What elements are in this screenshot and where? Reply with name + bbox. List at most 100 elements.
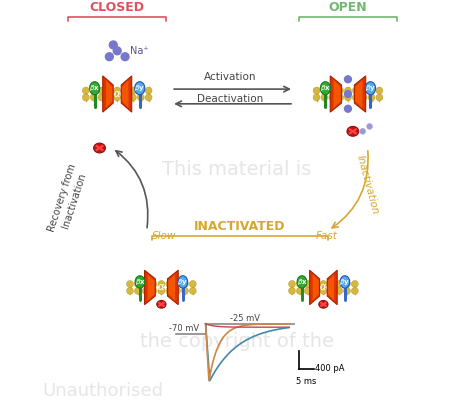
Ellipse shape — [94, 143, 105, 153]
Circle shape — [127, 287, 133, 294]
Circle shape — [336, 281, 343, 287]
Ellipse shape — [319, 300, 328, 308]
Text: OPEN: OPEN — [328, 2, 367, 14]
Circle shape — [289, 281, 295, 287]
Circle shape — [166, 287, 173, 294]
Circle shape — [321, 94, 328, 101]
Circle shape — [114, 87, 121, 94]
Circle shape — [82, 94, 89, 101]
Circle shape — [158, 281, 165, 287]
Circle shape — [190, 287, 196, 294]
Text: $\beta$x: $\beta$x — [320, 83, 331, 93]
Circle shape — [105, 53, 113, 60]
Text: -70 mV: -70 mV — [169, 324, 199, 333]
Polygon shape — [121, 76, 132, 112]
Circle shape — [182, 281, 188, 287]
Circle shape — [145, 94, 152, 101]
Circle shape — [345, 87, 351, 94]
Circle shape — [352, 87, 359, 94]
Circle shape — [376, 87, 383, 94]
Text: the copyright of the: the copyright of the — [140, 332, 334, 351]
Circle shape — [90, 94, 97, 101]
Circle shape — [304, 281, 311, 287]
Text: Na⁺: Na⁺ — [130, 46, 149, 56]
Text: CLOSED: CLOSED — [90, 2, 145, 14]
Circle shape — [142, 287, 149, 294]
Circle shape — [122, 87, 128, 94]
Circle shape — [344, 281, 350, 287]
Polygon shape — [328, 274, 334, 301]
Polygon shape — [355, 76, 365, 112]
Text: $\beta$x: $\beta$x — [297, 277, 308, 287]
Circle shape — [345, 91, 351, 97]
Text: Activation: Activation — [204, 72, 256, 82]
Circle shape — [313, 87, 320, 94]
Circle shape — [106, 87, 113, 94]
Circle shape — [173, 281, 181, 287]
Circle shape — [345, 94, 351, 101]
Text: -25 mV: -25 mV — [230, 314, 260, 323]
Ellipse shape — [297, 276, 307, 288]
Text: This material is: This material is — [162, 160, 312, 179]
Text: Slow: Slow — [152, 231, 176, 241]
Text: $\alpha$: $\alpha$ — [157, 282, 165, 292]
Text: $\alpha$: $\alpha$ — [319, 282, 328, 292]
Text: Inactivation: Inactivation — [355, 153, 380, 215]
Circle shape — [114, 94, 121, 101]
Circle shape — [135, 287, 141, 294]
Polygon shape — [330, 76, 341, 112]
Ellipse shape — [135, 276, 145, 288]
Circle shape — [113, 47, 121, 55]
Circle shape — [368, 94, 375, 101]
Circle shape — [312, 281, 319, 287]
Polygon shape — [168, 274, 175, 301]
Circle shape — [312, 287, 319, 294]
Circle shape — [304, 287, 311, 294]
Text: Unauthorised: Unauthorised — [42, 381, 163, 399]
Polygon shape — [167, 270, 178, 304]
Circle shape — [121, 53, 129, 60]
Circle shape — [150, 287, 157, 294]
Circle shape — [106, 94, 113, 101]
Text: $\alpha$: $\alpha$ — [344, 89, 352, 99]
Circle shape — [345, 76, 351, 83]
Text: Deactivation: Deactivation — [197, 94, 263, 104]
Circle shape — [182, 287, 188, 294]
Circle shape — [90, 87, 97, 94]
Circle shape — [320, 281, 327, 287]
Circle shape — [289, 287, 295, 294]
Circle shape — [296, 287, 303, 294]
Circle shape — [351, 281, 358, 287]
Text: 5 ms: 5 ms — [296, 377, 316, 386]
Circle shape — [135, 281, 141, 287]
Circle shape — [352, 94, 359, 101]
Polygon shape — [103, 76, 113, 112]
Polygon shape — [310, 270, 319, 304]
Circle shape — [328, 287, 335, 294]
Text: $\beta$x: $\beta$x — [135, 277, 146, 287]
Ellipse shape — [157, 300, 166, 308]
Text: INACTIVATED: INACTIVATED — [194, 220, 286, 234]
Text: $\beta$y: $\beta$y — [134, 83, 145, 93]
Circle shape — [129, 94, 137, 101]
Polygon shape — [122, 80, 128, 108]
Circle shape — [351, 287, 358, 294]
Circle shape — [329, 87, 336, 94]
Circle shape — [329, 94, 336, 101]
Text: $\beta$y: $\beta$y — [365, 83, 376, 93]
Text: 400 pA: 400 pA — [315, 365, 344, 373]
Circle shape — [337, 87, 344, 94]
Polygon shape — [327, 270, 337, 304]
Ellipse shape — [347, 126, 359, 136]
Text: Recovery from
Inactivation: Recovery from Inactivation — [47, 162, 89, 236]
Text: $\beta$y: $\beta$y — [177, 277, 188, 287]
Circle shape — [150, 281, 157, 287]
Circle shape — [98, 87, 105, 94]
Ellipse shape — [320, 82, 330, 95]
Circle shape — [158, 287, 165, 294]
Circle shape — [109, 41, 117, 49]
Text: $\beta$y: $\beta$y — [339, 277, 350, 287]
Text: $\beta$x: $\beta$x — [89, 83, 100, 93]
Circle shape — [337, 94, 344, 101]
Circle shape — [367, 124, 372, 129]
